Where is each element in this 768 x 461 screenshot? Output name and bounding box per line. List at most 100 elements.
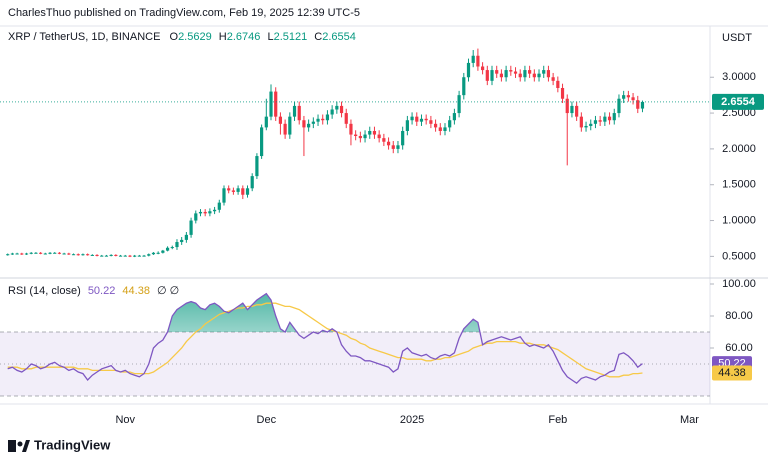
candle-body <box>598 120 602 122</box>
candle-body <box>217 202 221 210</box>
candle-body <box>499 73 504 78</box>
candle-body <box>76 254 80 256</box>
candle-body <box>490 70 494 81</box>
candle-body <box>537 73 541 78</box>
candle-body <box>363 134 367 139</box>
candle-body <box>462 77 466 96</box>
y-tick-label: 2.0000 <box>722 143 756 155</box>
candle-body <box>457 95 461 114</box>
candle-body <box>579 116 583 128</box>
candle-body <box>170 247 174 249</box>
candle-body <box>118 255 123 257</box>
y-tick-label: 1.5000 <box>722 179 756 191</box>
candle-body <box>222 188 226 203</box>
o-label: O <box>170 31 179 43</box>
candle-body <box>349 123 353 135</box>
last-price-tag <box>712 93 764 110</box>
candle-body <box>241 188 245 195</box>
candle-body <box>57 252 62 254</box>
candle-body <box>358 135 362 139</box>
candle-body <box>476 55 480 67</box>
candle-body <box>34 252 38 254</box>
candle-body <box>452 113 456 121</box>
candle-body <box>311 121 315 124</box>
candle-body <box>513 71 518 74</box>
candle-body <box>198 211 203 214</box>
candle-body <box>481 66 485 71</box>
candle-body <box>466 62 471 78</box>
candle-body <box>372 130 377 135</box>
candle-body <box>551 77 555 81</box>
candle-body <box>90 254 94 256</box>
candle-body <box>297 105 301 121</box>
candle-body <box>626 95 630 98</box>
last-price-label: 2.6554 <box>721 96 756 108</box>
candle-body <box>528 70 532 74</box>
rsi-band-fill <box>0 332 710 396</box>
candle-body <box>29 252 33 254</box>
candle-body <box>67 253 71 255</box>
value-tag <box>712 365 752 381</box>
candle-body <box>161 250 165 253</box>
candle-body <box>509 70 513 72</box>
candle-body <box>15 253 19 255</box>
candle-body <box>147 254 151 256</box>
candle-body <box>631 97 635 101</box>
candle-body <box>189 220 193 235</box>
candle-body <box>10 253 15 255</box>
candle-body <box>175 242 179 248</box>
candle-body <box>617 98 621 114</box>
candle-body <box>128 255 132 257</box>
candle-body <box>184 234 188 240</box>
rsi-legend: RSI (14, close) 50.22 44.38 ∅ ∅ <box>8 285 179 297</box>
y-tick-label: 60.00 <box>725 342 753 354</box>
candle-body <box>593 120 598 124</box>
logo: TradingView <box>8 437 111 452</box>
candle-body <box>6 254 10 256</box>
symbol: XRP / TetherUS, 1D, BINANCE <box>8 31 160 43</box>
candle-body <box>151 252 156 255</box>
candle-body <box>274 91 278 117</box>
y-tick-label: 100.00 <box>722 278 756 290</box>
candle-body <box>335 105 339 110</box>
candle-body <box>109 254 113 256</box>
candle-body <box>330 109 334 115</box>
c-label: C <box>314 31 322 43</box>
candle-body <box>292 105 297 117</box>
candle-body <box>302 120 306 128</box>
rsi-value: 50.22 <box>88 285 116 297</box>
candle-body <box>607 116 612 121</box>
candle-body <box>433 123 438 128</box>
candle-body <box>622 95 626 99</box>
candle-body <box>264 116 268 128</box>
x-tick-label: Nov <box>115 414 135 426</box>
candle-body <box>589 123 593 126</box>
candle-body <box>560 87 565 99</box>
candle-body <box>424 118 428 121</box>
candle-body <box>288 116 292 135</box>
rsi-ma-value: 44.38 <box>122 285 150 297</box>
candle-body <box>321 118 325 121</box>
candle-body <box>53 252 57 254</box>
candle-body <box>325 114 330 121</box>
candle-body <box>448 120 452 128</box>
candle-body <box>556 80 560 88</box>
candle-body <box>419 118 424 122</box>
c-value: 2.6554 <box>322 31 356 43</box>
candle-body <box>504 70 508 78</box>
candle-body <box>100 255 104 257</box>
candle-body <box>570 105 574 114</box>
candle-body <box>203 211 207 214</box>
candle-body <box>227 188 231 191</box>
candle-body <box>250 176 254 189</box>
candle-body <box>518 73 522 78</box>
logo-icon-slash <box>22 440 30 452</box>
candle-body <box>255 156 259 177</box>
candle-body <box>20 253 24 255</box>
o-value: 2.5629 <box>178 31 212 43</box>
y-tick-label: 2.5000 <box>722 107 756 119</box>
h-label: H <box>219 31 227 43</box>
l-label: L <box>267 31 273 43</box>
candle-body <box>231 190 235 192</box>
